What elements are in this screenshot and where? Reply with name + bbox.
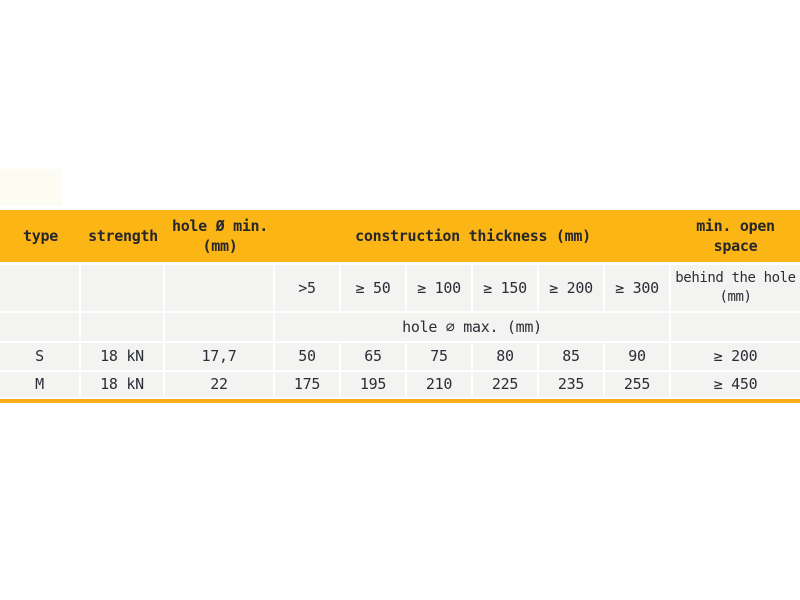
- subheader-row: >5 ≥ 50 ≥ 100 ≥ 150 ≥ 200 ≥ 300 behind t…: [0, 265, 800, 311]
- row-s-thickness-1: 50: [275, 343, 339, 370]
- subheader-behind-the-hole: behind the hole (mm): [671, 265, 800, 311]
- header-strength: strength: [88, 226, 158, 245]
- empty-cell: [0, 313, 79, 341]
- row-m-thickness-5: 235: [539, 372, 603, 397]
- table-row-m: M 18 kN 22 175 195 210 225 235 255 ≥ 450: [0, 372, 800, 397]
- spec-table: type strength hole Ø min. (mm) construct…: [0, 210, 800, 403]
- table-header-row: type strength hole Ø min. (mm) construct…: [0, 210, 800, 262]
- faint-watermark-box: [0, 169, 62, 206]
- row-s-thickness-6: 90: [605, 343, 669, 370]
- header-min-open-space-line1: min. open: [696, 216, 775, 235]
- subheader-thickness-4: ≥ 150: [473, 265, 537, 311]
- bottom-rule: [0, 399, 800, 403]
- row-m-thickness-2: 195: [341, 372, 405, 397]
- row-m-strength: 18 kN: [81, 372, 163, 397]
- empty-cell: [0, 265, 79, 311]
- row-s-hole-min: 17,7: [165, 343, 273, 370]
- subheader-thickness-1: >5: [275, 265, 339, 311]
- subheader-thickness-2: ≥ 50: [341, 265, 405, 311]
- subheader-thickness-5: ≥ 200: [539, 265, 603, 311]
- empty-cell: [165, 313, 273, 341]
- row-m-type: M: [0, 372, 79, 397]
- header-type: type: [23, 226, 58, 245]
- empty-cell: [81, 313, 163, 341]
- row-s-thickness-3: 75: [407, 343, 471, 370]
- empty-cell: [671, 313, 800, 341]
- subheader-behind-line1: behind the hole: [675, 270, 796, 287]
- header-min-open-space: min. open space: [671, 216, 800, 257]
- row-s-thickness-2: 65: [341, 343, 405, 370]
- header-construction-thickness: construction thickness (mm): [355, 226, 591, 245]
- row-s-thickness-5: 85: [539, 343, 603, 370]
- row-m-thickness-4: 225: [473, 372, 537, 397]
- row-m-thickness-6: 255: [605, 372, 669, 397]
- row-m-open-space: ≥ 450: [671, 372, 800, 397]
- header-hole-min-line2: (mm): [202, 237, 238, 255]
- empty-cell: [165, 265, 273, 311]
- row-m-hole-min: 22: [165, 372, 273, 397]
- row-s-type: S: [0, 343, 79, 370]
- empty-cell: [81, 265, 163, 311]
- header-hole-min-line1: hole Ø min.: [171, 216, 269, 235]
- subheader-behind-line2: (mm): [719, 289, 752, 305]
- row-s-strength: 18 kN: [81, 343, 163, 370]
- subheader-thickness-3: ≥ 100: [407, 265, 471, 311]
- hole-max-label: hole ∅ max. (mm): [275, 313, 669, 341]
- row-m-thickness-3: 210: [407, 372, 471, 397]
- row-m-thickness-1: 175: [275, 372, 339, 397]
- header-hole-min: hole Ø min. (mm): [165, 216, 275, 257]
- header-min-open-space-line2: space: [713, 237, 758, 255]
- subheader-thickness-6: ≥ 300: [605, 265, 669, 311]
- hole-max-row: hole ∅ max. (mm): [0, 313, 800, 341]
- table-row-s: S 18 kN 17,7 50 65 75 80 85 90 ≥ 200: [0, 343, 800, 370]
- row-s-thickness-4: 80: [473, 343, 537, 370]
- row-s-open-space: ≥ 200: [671, 343, 800, 370]
